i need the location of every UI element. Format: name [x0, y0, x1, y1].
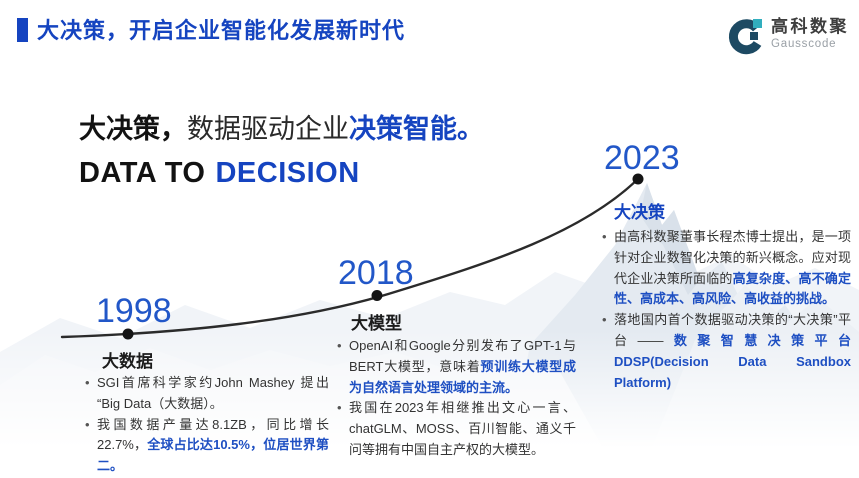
- growth-curve: [60, 177, 640, 339]
- milestone-dot-2018: [371, 290, 383, 301]
- logo-company-name-en: Gausscode: [771, 37, 837, 50]
- bullet-glyph: •: [337, 400, 342, 416]
- milestone-title-2018: 大模型: [351, 314, 402, 333]
- bullet-glyph: •: [602, 312, 607, 328]
- logo-company-name-cn: 高科数聚: [771, 17, 849, 36]
- hero-headline-cn: 大决策，数据驱动企业决策智能。: [79, 113, 484, 147]
- bullet-glyph: •: [85, 416, 90, 432]
- bullet-glyph: •: [85, 375, 90, 390]
- milestone-bullets-2023: • 由高科数聚董事长程杰博士提出，是一项针对企业数智化决策的新兴概念。应对现代企业…: [601, 227, 851, 393]
- title-accent-bar: [17, 18, 28, 42]
- company-logo: 高科数聚 Gausscode: [726, 16, 849, 56]
- milestone-year-2023: 2023: [604, 139, 680, 177]
- hero-cn-bold: 大决策，: [79, 114, 187, 144]
- hero-cn-blue: 决策智能。: [349, 114, 484, 144]
- milestone-year-1998: 1998: [96, 292, 172, 330]
- milestone-bullets-2018: • OpenAI和Google分别发布了GPT-1与BERT大模型，意味着预训练大…: [336, 336, 576, 461]
- bullet-item: • 由高科数聚董事长程杰博士提出，是一项针对企业数智化决策的新兴概念。应对现代企业…: [601, 227, 851, 310]
- bullet-glyph: •: [602, 229, 607, 244]
- bullet-text: 由高科数聚董事长程杰博士提出，是一项针对企业数智化决策的新兴概念。应对现代企业决…: [614, 229, 851, 286]
- bullet-text: OpenAI和Google分别发布了GPT-1与BERT大模型，意味着: [349, 338, 576, 374]
- milestone-dot-1998: [122, 328, 134, 340]
- bullet-item: • 我国数据产量达8.1ZB，同比增长22.7%，全球占比达10.5%，位居世界第…: [84, 415, 329, 477]
- bullet-emphasis: 数聚智慧决策平台DDSP(Decision Data Sandbox Platf…: [614, 332, 851, 390]
- bullet-text: 落地国内首个数据驱动决策的“大决策”平台——: [614, 312, 851, 348]
- milestone-year-2018: 2018: [338, 254, 414, 292]
- bullet-item: • 落地国内首个数据驱动决策的“大决策”平台——数聚智慧决策平台DDSP(Deci…: [601, 310, 851, 393]
- hero-en-blue: DECISION: [215, 157, 360, 189]
- slide-title: 大决策，开启企业智能化发展新时代: [37, 18, 406, 43]
- hero-headline-en: DATA TO DECISION: [79, 157, 360, 190]
- bullet-emphasis: 预训练大模型成为自然语言处理领域的主流。: [349, 358, 576, 395]
- milestone-title-1998: 大数据: [102, 352, 153, 371]
- milestone-title-2023: 大决策: [614, 203, 665, 222]
- bullet-emphasis: 全球占比达10.5%，位居世界第二。: [97, 437, 329, 474]
- hero-cn-normal: 数据驱动企业: [187, 114, 349, 144]
- bullet-text: 我国数据产量达8.1ZB，同比增长22.7%，: [97, 416, 329, 453]
- bullet-text: SGI首席科学家约John Mashey 提出 “Big Data（大数据）。: [97, 375, 329, 411]
- bullet-item: • OpenAI和Google分别发布了GPT-1与BERT大模型，意味着预训练大…: [336, 336, 576, 398]
- bullet-emphasis: 高复杂度、高不确定性、高成本、高风险、高收益的挑战。: [614, 270, 851, 307]
- milestone-dot-2023: [632, 173, 644, 185]
- gausscode-logo-icon: [728, 19, 762, 55]
- milestone-bullets-1998: • SGI首席科学家约John Mashey 提出 “Big Data（大数据）。…: [84, 373, 329, 477]
- bullet-text: 我国在2023年相继推出文心一言、chatGLM、MOSS、百川智能、通义千问等…: [349, 400, 576, 457]
- hero-en-black: DATA TO: [79, 157, 206, 189]
- bullet-item: • 我国在2023年相继推出文心一言、chatGLM、MOSS、百川智能、通义千问…: [336, 398, 576, 460]
- mountain-fade-overlay: [0, 330, 859, 478]
- logo-text: 高科数聚 Gausscode: [771, 16, 849, 50]
- bullet-glyph: •: [337, 338, 342, 353]
- bullet-item: • SGI首席科学家约John Mashey 提出 “Big Data（大数据）。: [84, 373, 329, 415]
